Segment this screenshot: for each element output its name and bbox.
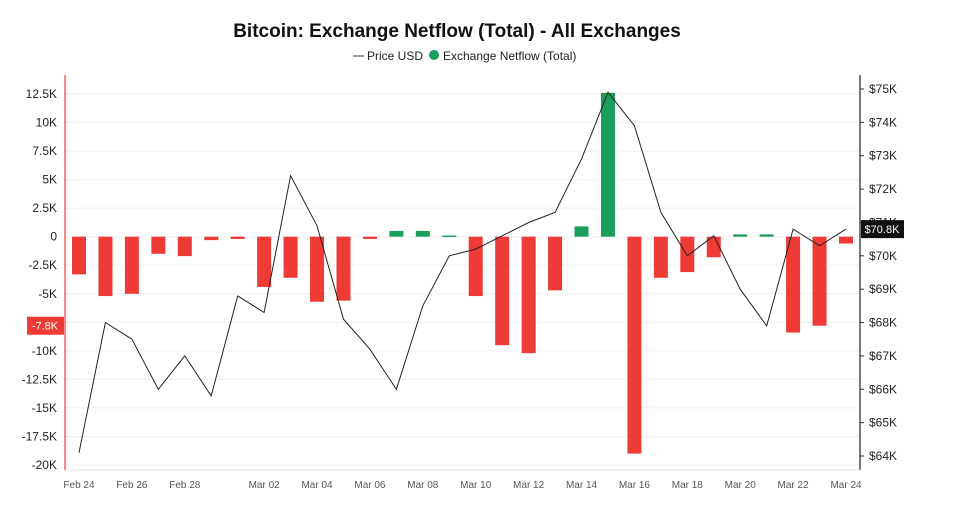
x-tick-label: Mar 10 bbox=[460, 480, 492, 491]
price-line-path bbox=[78, 91, 847, 453]
netflow-bar bbox=[257, 236, 272, 287]
netflow-bar bbox=[336, 236, 351, 301]
x-tick-label: Mar 18 bbox=[672, 480, 704, 491]
price-line bbox=[78, 91, 847, 453]
x-tick-label: Mar 22 bbox=[778, 480, 810, 491]
y-left-tick-label: -17.5K bbox=[22, 429, 57, 443]
left-last-value-label: -7.8K bbox=[32, 321, 59, 333]
legend-label-netflow: Exchange Netflow (Total) bbox=[443, 49, 576, 63]
y-left-tick-label: -15K bbox=[32, 401, 57, 415]
netflow-bar bbox=[495, 236, 510, 346]
netflow-bar bbox=[98, 236, 113, 297]
x-tick-label: Mar 16 bbox=[619, 480, 651, 491]
y-right-tick-label: $72K bbox=[869, 182, 897, 196]
netflow-bar bbox=[786, 236, 801, 333]
y-left-tick-label: 0 bbox=[50, 230, 57, 244]
x-tick-label: Mar 14 bbox=[566, 480, 598, 491]
netflow-bar bbox=[627, 236, 642, 454]
y-left-tick-label: -10K bbox=[32, 344, 57, 358]
x-tick-label: Mar 06 bbox=[354, 480, 386, 491]
netflow-bar bbox=[521, 236, 536, 354]
netflow-bar bbox=[177, 236, 192, 257]
x-tick-label: Feb 24 bbox=[63, 480, 95, 491]
x-tick-label: Mar 08 bbox=[407, 480, 439, 491]
left-last-value-badge bbox=[27, 316, 64, 335]
netflow-bar bbox=[759, 234, 774, 237]
netflow-bar bbox=[389, 230, 404, 237]
netflow-bar bbox=[151, 236, 166, 254]
netflow-bar bbox=[415, 230, 430, 237]
netflow-bar bbox=[283, 236, 298, 278]
last-value-badges: -7.8K $70.8K bbox=[27, 220, 904, 335]
y-right-tick-label: $70K bbox=[869, 249, 897, 263]
y-right-tick-label: $73K bbox=[869, 149, 897, 163]
netflow-bar bbox=[204, 236, 219, 241]
legend-label-price: Price USD bbox=[367, 49, 423, 63]
y-left-tick-label: -2.5K bbox=[28, 258, 57, 272]
netflow-bar bbox=[733, 234, 748, 237]
x-tick-label: Mar 24 bbox=[830, 480, 862, 491]
netflow-bar bbox=[124, 236, 139, 294]
grid bbox=[65, 93, 860, 466]
netflow-bar bbox=[839, 236, 853, 244]
x-tick-label: Mar 12 bbox=[513, 480, 545, 491]
y-left-tick-label: 2.5K bbox=[32, 201, 57, 215]
netflow-bar bbox=[653, 236, 668, 278]
y-right-tick-label: $64K bbox=[869, 449, 897, 463]
netflow-bar bbox=[600, 92, 615, 237]
netflow-dot-legend-icon bbox=[429, 50, 439, 60]
chart-title: Bitcoin: Exchange Netflow (Total) - All … bbox=[233, 21, 681, 42]
y-right-tick-label: $68K bbox=[869, 316, 897, 330]
y-right-tick-label: $65K bbox=[869, 416, 897, 430]
netflow-bar bbox=[468, 236, 483, 297]
y-right-tick-label: $69K bbox=[869, 282, 897, 296]
y-left-tick-label: 5K bbox=[42, 173, 57, 187]
right-last-value-badge bbox=[861, 220, 904, 239]
netflow-bar bbox=[310, 236, 325, 302]
y-left-tick-label: 7.5K bbox=[32, 144, 57, 158]
axes: 12.5K10K7.5K5K2.5K0-2.5K-5K-7.5K-10K-12.… bbox=[22, 75, 897, 491]
y-left-tick-label: -5K bbox=[38, 287, 57, 301]
netflow-bars bbox=[72, 92, 853, 454]
netflow-bar bbox=[362, 236, 377, 239]
netflow-bar bbox=[442, 235, 457, 238]
x-tick-label: Feb 26 bbox=[116, 480, 148, 491]
x-tick-label: Mar 02 bbox=[249, 480, 281, 491]
netflow-bar bbox=[574, 226, 589, 237]
netflow-bar bbox=[72, 236, 86, 275]
y-left-tick-label: 10K bbox=[36, 116, 57, 130]
y-right-tick-label: $66K bbox=[869, 382, 897, 396]
y-right-tick-label: $74K bbox=[869, 115, 897, 129]
x-tick-label: Feb 28 bbox=[169, 480, 201, 491]
netflow-bar bbox=[548, 236, 563, 291]
netflow-bar bbox=[680, 236, 695, 273]
netflow-bar bbox=[812, 236, 827, 326]
y-left-tick-label: -12.5K bbox=[22, 372, 57, 386]
x-tick-label: Mar 04 bbox=[301, 480, 333, 491]
x-tick-label: Mar 20 bbox=[725, 480, 757, 491]
y-left-tick-label: 12.5K bbox=[26, 87, 57, 101]
right-last-value-label: $70.8K bbox=[865, 224, 901, 236]
legend: Price USD Exchange Netflow (Total) bbox=[353, 49, 576, 63]
y-right-tick-label: $67K bbox=[869, 349, 897, 363]
y-right-tick-label: $75K bbox=[869, 82, 897, 96]
netflow-bar bbox=[230, 236, 245, 239]
y-left-tick-label: -20K bbox=[32, 458, 57, 472]
